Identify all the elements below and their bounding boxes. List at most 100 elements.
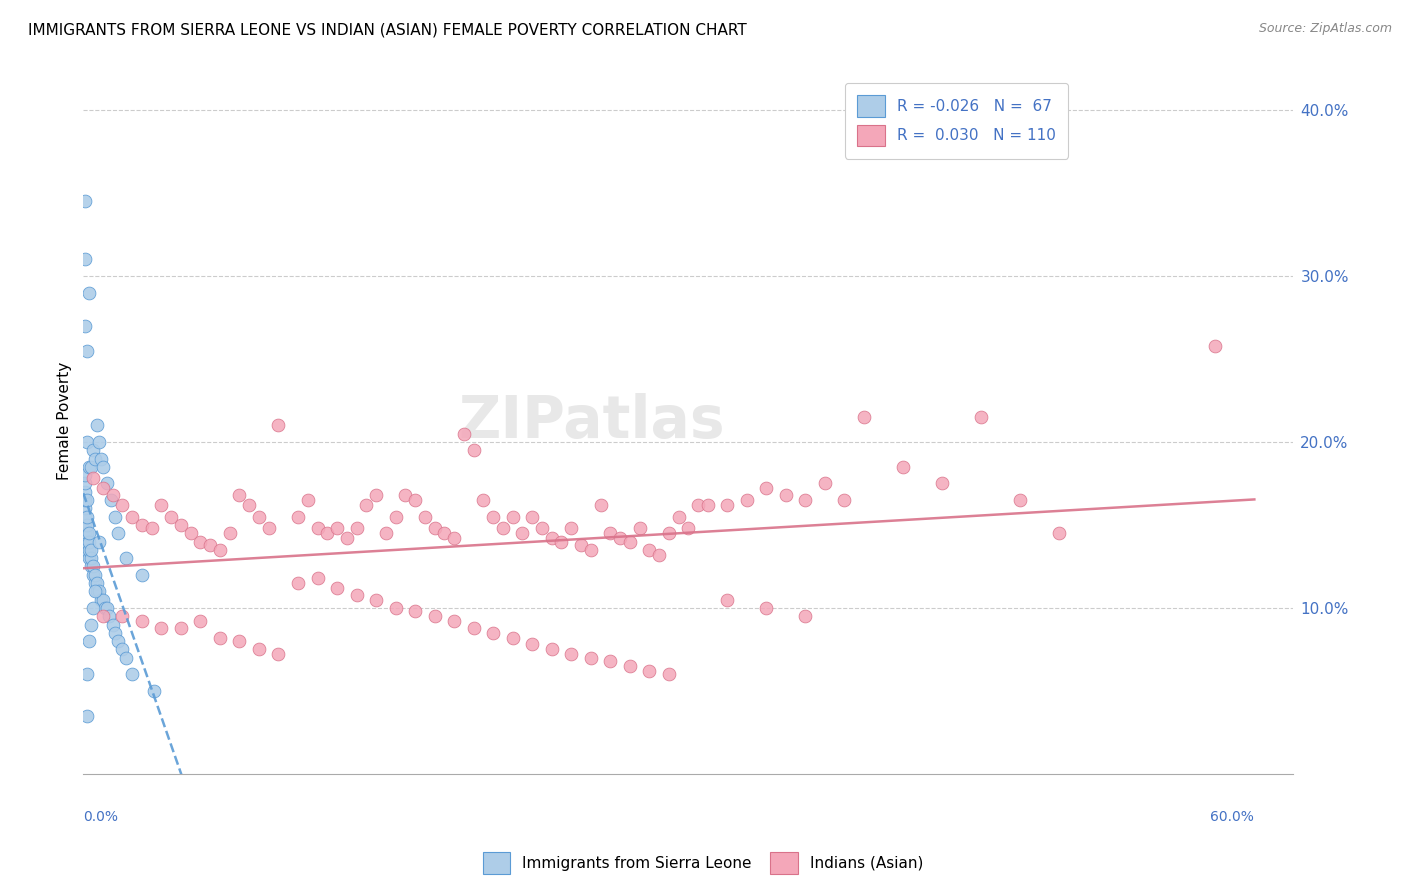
Point — [103, 509, 125, 524]
Point — [190, 614, 212, 628]
Point — [374, 526, 396, 541]
Point — [267, 648, 290, 662]
Point — [91, 459, 114, 474]
Point — [228, 634, 250, 648]
Point — [77, 285, 100, 300]
Text: ZIPatlas: ZIPatlas — [458, 392, 725, 450]
Legend: R = -0.026   N =  67, R =  0.030   N = 110: R = -0.026 N = 67, R = 0.030 N = 110 — [845, 83, 1069, 159]
Point — [208, 542, 231, 557]
Point — [150, 621, 173, 635]
Point — [404, 604, 426, 618]
Point — [80, 617, 103, 632]
Point — [346, 521, 368, 535]
Point — [75, 509, 97, 524]
Point — [107, 526, 129, 541]
Point — [75, 468, 97, 483]
Point — [76, 434, 98, 449]
Point — [198, 538, 221, 552]
Point — [75, 252, 97, 267]
Point — [77, 551, 100, 566]
Point — [218, 526, 240, 541]
Point — [111, 609, 134, 624]
Point — [384, 509, 406, 524]
Point — [482, 625, 505, 640]
Point — [307, 521, 329, 535]
Point — [76, 534, 98, 549]
Point — [599, 526, 621, 541]
Point — [619, 534, 641, 549]
Point — [91, 609, 114, 624]
Point — [76, 509, 98, 524]
Point — [560, 521, 582, 535]
Point — [80, 542, 103, 557]
Point — [648, 548, 671, 562]
Point — [364, 488, 387, 502]
Point — [619, 659, 641, 673]
Point — [91, 482, 114, 496]
Point — [589, 498, 612, 512]
Point — [678, 521, 700, 535]
Point — [121, 667, 143, 681]
Point — [86, 584, 108, 599]
Point — [76, 493, 98, 508]
Point — [522, 509, 544, 524]
Point — [628, 521, 651, 535]
Point — [638, 542, 661, 557]
Point — [75, 476, 97, 491]
Point — [96, 476, 118, 491]
Point — [696, 498, 718, 512]
Point — [131, 518, 153, 533]
Point — [84, 567, 107, 582]
Point — [463, 621, 485, 635]
Point — [76, 526, 98, 541]
Point — [579, 542, 602, 557]
Point — [638, 664, 661, 678]
Point — [82, 567, 104, 582]
Point — [794, 609, 817, 624]
Point — [668, 509, 690, 524]
Point — [287, 509, 309, 524]
Point — [77, 526, 100, 541]
Point — [170, 518, 193, 533]
Point — [77, 459, 100, 474]
Point — [257, 521, 280, 535]
Point — [834, 493, 856, 508]
Point — [228, 488, 250, 502]
Point — [569, 538, 592, 552]
Point — [80, 551, 103, 566]
Point — [97, 609, 120, 624]
Point — [247, 642, 270, 657]
Point — [86, 418, 108, 433]
Point — [550, 534, 572, 549]
Point — [84, 451, 107, 466]
Point — [247, 509, 270, 524]
Point — [482, 509, 505, 524]
Point — [77, 542, 100, 557]
Point — [931, 476, 953, 491]
Point — [970, 410, 993, 425]
Point — [287, 576, 309, 591]
Point — [103, 625, 125, 640]
Point — [512, 526, 534, 541]
Point — [75, 493, 97, 508]
Point — [267, 418, 290, 433]
Point — [463, 443, 485, 458]
Point — [443, 531, 465, 545]
Point — [90, 451, 112, 466]
Point — [1047, 526, 1070, 541]
Point — [716, 592, 738, 607]
Point — [716, 498, 738, 512]
Point — [433, 526, 456, 541]
Point — [75, 484, 97, 499]
Point — [423, 609, 446, 624]
Legend: Immigrants from Sierra Leone, Indians (Asian): Immigrants from Sierra Leone, Indians (A… — [477, 846, 929, 880]
Point — [82, 559, 104, 574]
Point — [814, 476, 837, 491]
Text: Source: ZipAtlas.com: Source: ZipAtlas.com — [1258, 22, 1392, 36]
Point — [77, 534, 100, 549]
Point — [423, 521, 446, 535]
Point — [404, 493, 426, 508]
Point — [190, 534, 212, 549]
Point — [443, 614, 465, 628]
Point — [170, 621, 193, 635]
